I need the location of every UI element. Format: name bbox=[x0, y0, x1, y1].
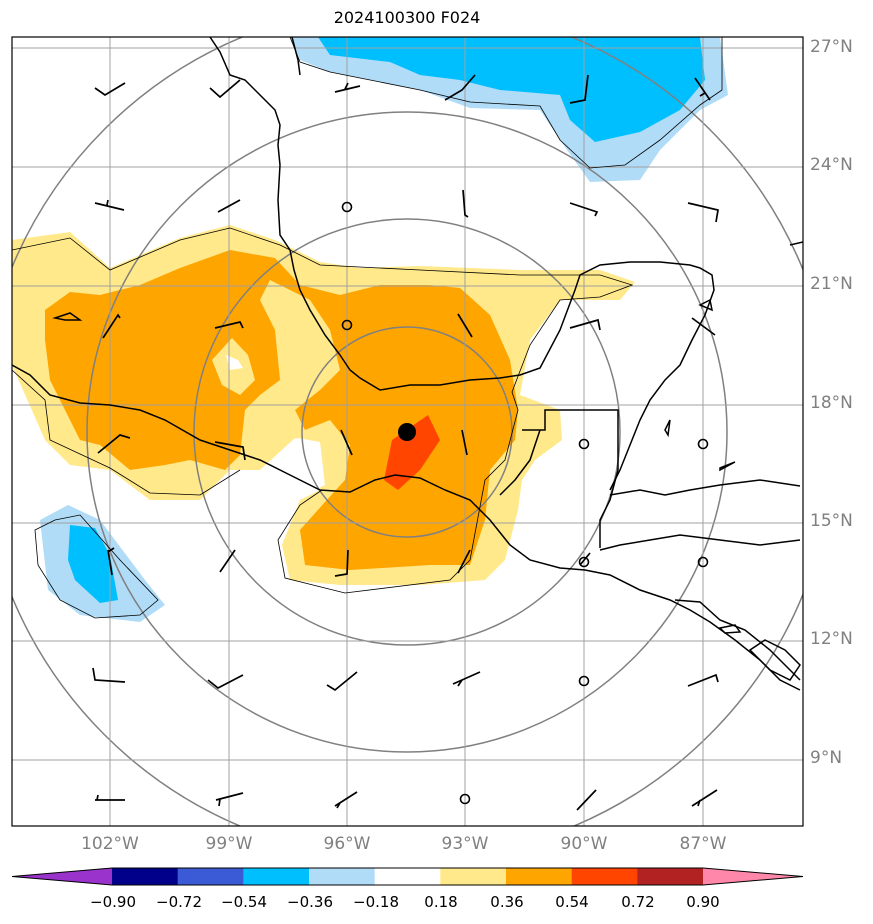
map-frame bbox=[11, 36, 804, 827]
lat-label-18n: 18°N bbox=[810, 393, 853, 413]
shade-negative-top bbox=[318, 37, 705, 142]
colorbar-outline bbox=[11, 867, 804, 886]
shade-strong-positive bbox=[384, 415, 440, 490]
shade-negative-left bbox=[68, 525, 118, 603]
lat-label-15n: 15°N bbox=[810, 511, 853, 531]
lon-label-96w: 96°W bbox=[323, 834, 371, 854]
shade-positive bbox=[45, 250, 518, 570]
colorbar-tick: −0.72 bbox=[156, 893, 202, 911]
graticule bbox=[12, 37, 803, 826]
lon-label-93w: 93°W bbox=[441, 834, 489, 854]
colorbar-segment bbox=[571, 868, 638, 885]
colorbar-segment bbox=[309, 868, 376, 885]
colorbar-segment bbox=[637, 868, 704, 885]
shade-white-gap bbox=[288, 438, 325, 495]
lat-label-12n: 12°N bbox=[810, 629, 853, 649]
colorbar-tick: −0.18 bbox=[353, 893, 399, 911]
colorbar-extend-low bbox=[12, 868, 112, 885]
colorbar-tick: −0.90 bbox=[90, 893, 136, 911]
colorbar-tick: 0.90 bbox=[686, 893, 720, 911]
colorbar-extend-high bbox=[703, 868, 803, 885]
colorbar-tick: 0.54 bbox=[555, 893, 589, 911]
colorbar-tick: 0.36 bbox=[490, 893, 524, 911]
colorbar-tick: −0.36 bbox=[287, 893, 333, 911]
colorbar-segment bbox=[177, 868, 244, 885]
colorbar-segment bbox=[112, 868, 179, 885]
colorbar-tick: 0.18 bbox=[424, 893, 458, 911]
colorbar-segment bbox=[506, 868, 573, 885]
colorbar-segment bbox=[243, 868, 310, 885]
colorbar-segment bbox=[374, 868, 441, 885]
colorbar bbox=[11, 867, 804, 886]
lon-label-90w: 90°W bbox=[560, 834, 608, 854]
calm-circles bbox=[341, 201, 709, 805]
coastlines bbox=[12, 37, 803, 691]
lat-label-27n: 27°N bbox=[810, 37, 853, 57]
lat-label-24n: 24°N bbox=[810, 155, 853, 175]
lon-label-99w: 99°W bbox=[205, 834, 253, 854]
map-title: 2024100300 F024 bbox=[333, 8, 481, 27]
colorbar-tick: 0.72 bbox=[621, 893, 655, 911]
colorbar-segment bbox=[440, 868, 507, 885]
lat-label-9n: 9°N bbox=[810, 748, 843, 768]
colorbar-tick: −0.54 bbox=[221, 893, 267, 911]
lon-label-102w: 102°W bbox=[81, 834, 139, 854]
lon-label-87w: 87°W bbox=[679, 834, 727, 854]
shade-white-hole bbox=[226, 355, 243, 370]
lat-label-21n: 21°N bbox=[810, 274, 853, 294]
contour-outlines bbox=[12, 37, 723, 619]
wind-barbs bbox=[92, 74, 719, 811]
storm-center-marker bbox=[398, 423, 416, 441]
